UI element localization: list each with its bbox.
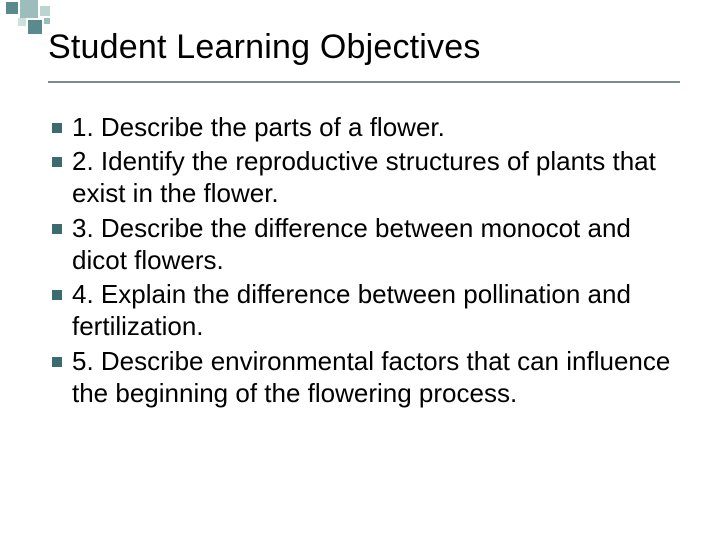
objective-text: 4. Explain the difference between pollin… <box>72 278 684 342</box>
bullet-icon <box>52 224 62 234</box>
objective-text: 3. Describe the difference between monoc… <box>72 212 684 276</box>
bullet-icon <box>52 357 62 367</box>
deco-square <box>40 6 50 16</box>
deco-square <box>28 20 42 34</box>
bullet-icon <box>52 290 62 300</box>
objective-text: 1. Describe the parts of a flower. <box>72 111 445 143</box>
objective-item: 2. Identify the reproductive structures … <box>52 145 684 209</box>
bullet-icon <box>52 123 62 133</box>
objective-item: 1. Describe the parts of a flower. <box>52 111 684 143</box>
objective-item: 4. Explain the difference between pollin… <box>52 278 684 342</box>
objective-text: 5. Describe environmental factors that c… <box>72 345 684 409</box>
deco-square <box>20 0 38 18</box>
objective-text: 2. Identify the reproductive structures … <box>72 145 684 209</box>
deco-square <box>18 18 26 26</box>
deco-square <box>44 18 50 24</box>
objective-item: 3. Describe the difference between monoc… <box>52 212 684 276</box>
deco-square <box>6 2 18 14</box>
bullet-icon <box>52 157 62 167</box>
objective-item: 5. Describe environmental factors that c… <box>52 345 684 409</box>
page-title: Student Learning Objectives <box>48 28 680 67</box>
corner-decoration <box>0 0 140 40</box>
objectives-list: 1. Describe the parts of a flower.2. Ide… <box>0 83 720 409</box>
